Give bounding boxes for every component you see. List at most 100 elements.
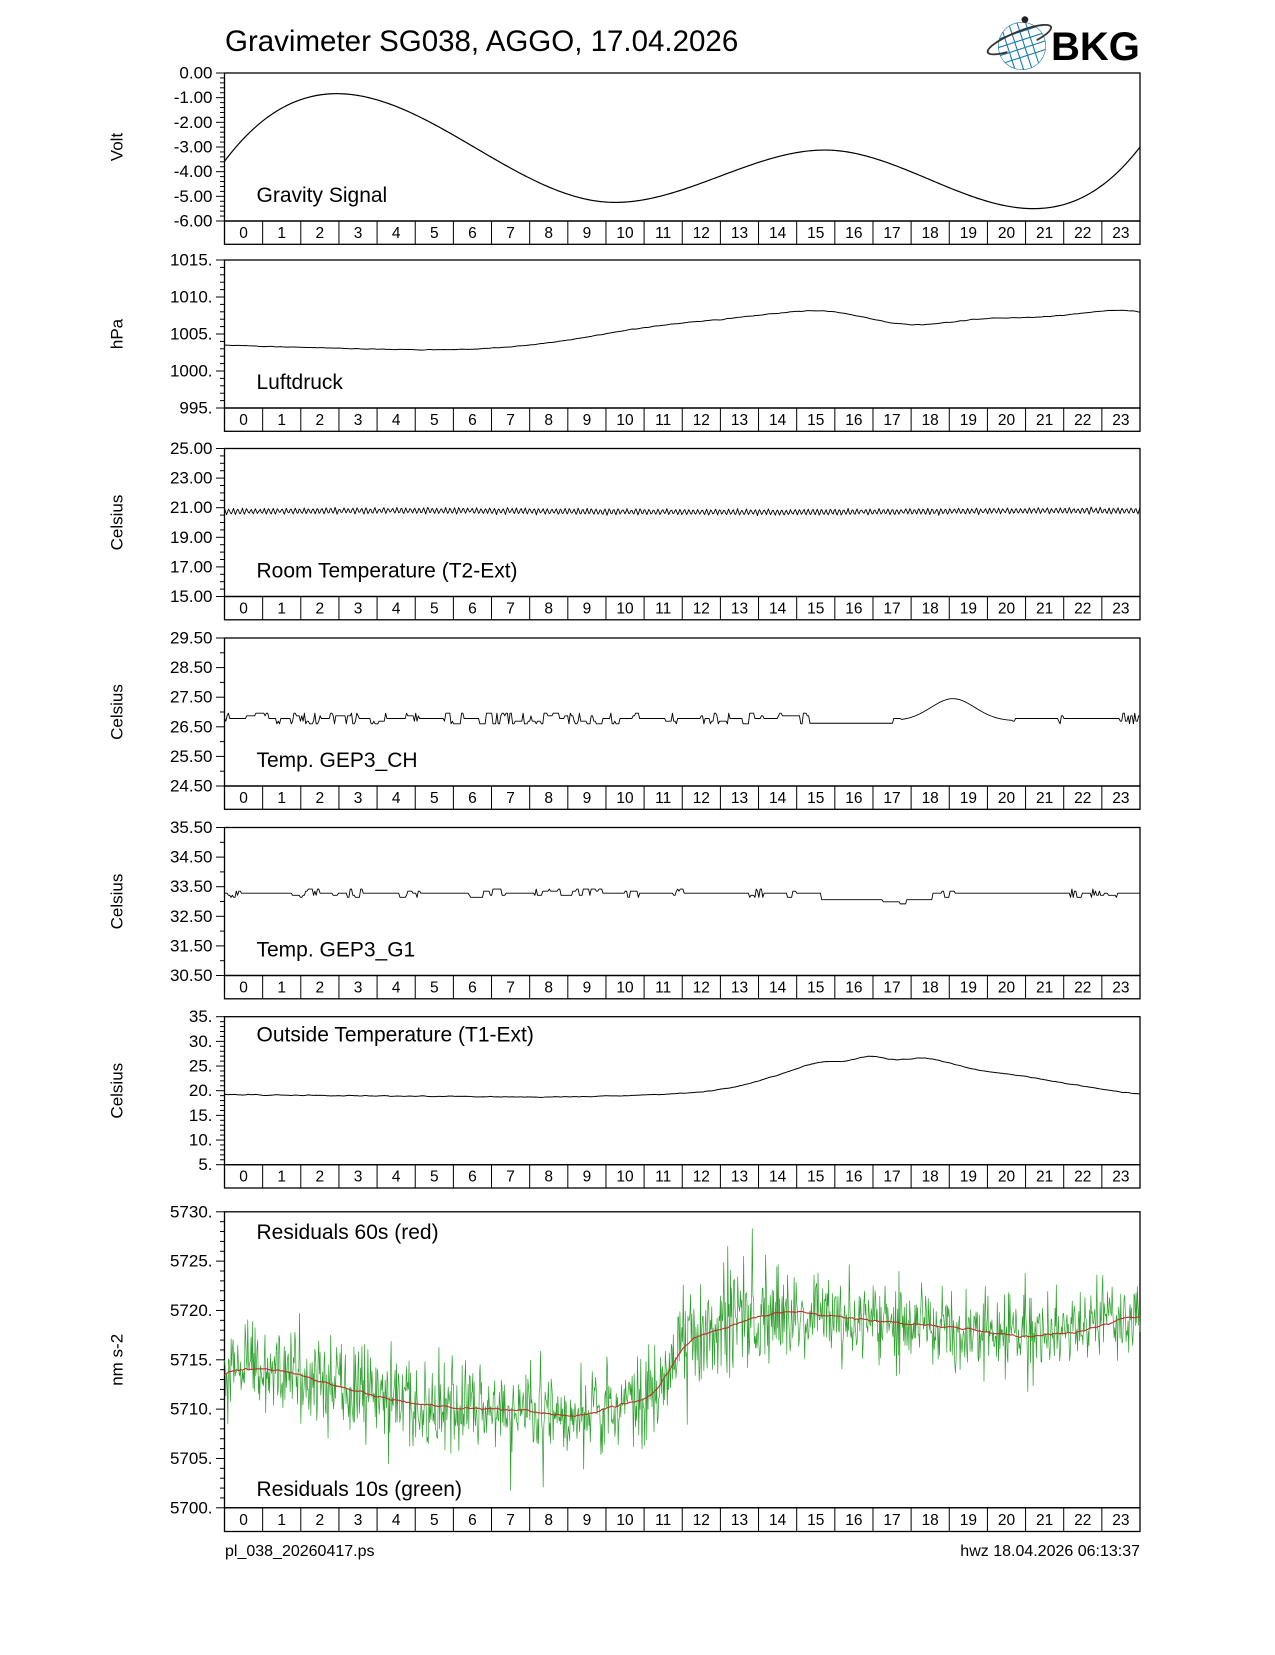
- svg-text:14: 14: [769, 600, 787, 617]
- svg-text:21: 21: [1036, 1169, 1053, 1186]
- svg-text:20: 20: [998, 979, 1016, 996]
- svg-text:3: 3: [354, 412, 363, 429]
- svg-text:0.00: 0.00: [179, 64, 212, 83]
- svg-text:1005.: 1005.: [170, 325, 213, 344]
- svg-text:8: 8: [544, 790, 553, 807]
- svg-text:5720.: 5720.: [170, 1301, 213, 1320]
- svg-text:5715.: 5715.: [170, 1350, 213, 1369]
- svg-text:23: 23: [1112, 600, 1129, 617]
- svg-text:8: 8: [544, 1169, 553, 1186]
- svg-text:-5.00: -5.00: [174, 187, 213, 206]
- svg-text:11: 11: [655, 1512, 671, 1529]
- svg-text:6: 6: [468, 600, 477, 617]
- svg-text:23: 23: [1112, 979, 1129, 996]
- svg-text:2: 2: [316, 1169, 325, 1186]
- svg-text:12: 12: [693, 225, 710, 242]
- svg-text:15: 15: [807, 600, 824, 617]
- svg-text:4: 4: [392, 1512, 401, 1529]
- svg-text:5: 5: [430, 225, 439, 242]
- svg-text:14: 14: [769, 1512, 787, 1529]
- svg-text:17.00: 17.00: [170, 557, 213, 576]
- svg-text:1015.: 1015.: [170, 251, 213, 270]
- svg-text:BKG: BKG: [1051, 25, 1140, 69]
- svg-text:19: 19: [960, 790, 977, 807]
- svg-text:5705.: 5705.: [170, 1449, 213, 1468]
- svg-text:Gravity Signal: Gravity Signal: [257, 184, 388, 207]
- svg-text:17: 17: [883, 225, 900, 242]
- svg-text:26.50: 26.50: [170, 717, 213, 736]
- svg-text:21: 21: [1036, 225, 1053, 242]
- svg-text:17: 17: [883, 412, 900, 429]
- svg-text:30.50: 30.50: [170, 966, 213, 985]
- svg-text:9: 9: [583, 1512, 592, 1529]
- svg-text:4: 4: [392, 979, 401, 996]
- svg-text:17: 17: [883, 600, 900, 617]
- svg-text:20: 20: [998, 600, 1016, 617]
- svg-text:18: 18: [922, 1512, 939, 1529]
- svg-text:19.00: 19.00: [170, 528, 213, 547]
- svg-text:23.00: 23.00: [170, 469, 213, 488]
- svg-text:Gravimeter SG038, AGGO, 17.04.: Gravimeter SG038, AGGO, 17.04.2026: [225, 25, 738, 58]
- svg-text:14: 14: [769, 225, 787, 242]
- svg-text:30.: 30.: [189, 1032, 213, 1051]
- svg-text:11: 11: [655, 600, 671, 617]
- svg-text:12: 12: [693, 600, 710, 617]
- svg-text:0: 0: [239, 1512, 248, 1529]
- svg-text:23: 23: [1112, 1512, 1129, 1529]
- svg-text:33.50: 33.50: [170, 877, 213, 896]
- svg-text:6: 6: [468, 979, 477, 996]
- svg-text:1: 1: [277, 1169, 286, 1186]
- svg-text:11: 11: [655, 225, 671, 242]
- svg-text:35.50: 35.50: [170, 818, 213, 837]
- svg-text:hPa: hPa: [108, 318, 127, 349]
- svg-text:8: 8: [544, 600, 553, 617]
- svg-text:7: 7: [506, 1512, 515, 1529]
- svg-text:10: 10: [616, 979, 634, 996]
- svg-text:6: 6: [468, 1169, 477, 1186]
- svg-text:-1.00: -1.00: [174, 88, 213, 107]
- svg-text:16: 16: [845, 600, 862, 617]
- svg-text:hwz 18.04.2026 06:13:37: hwz 18.04.2026 06:13:37: [960, 1543, 1140, 1560]
- svg-text:0: 0: [239, 1169, 248, 1186]
- svg-text:7: 7: [506, 1169, 515, 1186]
- svg-text:Celsius: Celsius: [108, 684, 127, 740]
- svg-text:4: 4: [392, 1169, 401, 1186]
- svg-text:20: 20: [998, 412, 1016, 429]
- svg-text:25.: 25.: [189, 1057, 213, 1076]
- svg-text:Residuals 60s (red): Residuals 60s (red): [257, 1221, 439, 1244]
- svg-text:12: 12: [693, 979, 710, 996]
- svg-text:4: 4: [392, 790, 401, 807]
- svg-text:22: 22: [1074, 1512, 1091, 1529]
- svg-text:11: 11: [655, 1169, 671, 1186]
- svg-text:20: 20: [998, 1512, 1016, 1529]
- svg-text:22: 22: [1074, 600, 1091, 617]
- svg-text:4: 4: [392, 412, 401, 429]
- svg-text:-6.00: -6.00: [174, 212, 213, 231]
- svg-text:1: 1: [277, 600, 286, 617]
- svg-text:22: 22: [1074, 979, 1091, 996]
- svg-text:3: 3: [354, 225, 363, 242]
- svg-text:5.: 5.: [198, 1155, 212, 1174]
- svg-text:10: 10: [616, 790, 634, 807]
- svg-text:11: 11: [655, 979, 671, 996]
- svg-text:19: 19: [960, 979, 977, 996]
- svg-text:25.50: 25.50: [170, 747, 213, 766]
- svg-text:Temp. GEP3_G1: Temp. GEP3_G1: [257, 939, 416, 962]
- svg-text:3: 3: [354, 600, 363, 617]
- svg-text:6: 6: [468, 412, 477, 429]
- svg-text:2: 2: [316, 790, 325, 807]
- svg-text:Luftdruck: Luftdruck: [257, 371, 344, 394]
- svg-text:17: 17: [883, 790, 900, 807]
- svg-text:0: 0: [239, 412, 248, 429]
- svg-text:9: 9: [583, 1169, 592, 1186]
- svg-text:18: 18: [922, 1169, 939, 1186]
- svg-text:13: 13: [731, 1169, 748, 1186]
- svg-text:-2.00: -2.00: [174, 113, 213, 132]
- svg-text:1010.: 1010.: [170, 288, 213, 307]
- svg-text:18: 18: [922, 790, 939, 807]
- svg-text:19: 19: [960, 1512, 977, 1529]
- svg-text:8: 8: [544, 1512, 553, 1529]
- svg-text:5725.: 5725.: [170, 1252, 213, 1271]
- svg-text:Temp. GEP3_CH: Temp. GEP3_CH: [257, 749, 418, 772]
- svg-text:17: 17: [883, 1512, 900, 1529]
